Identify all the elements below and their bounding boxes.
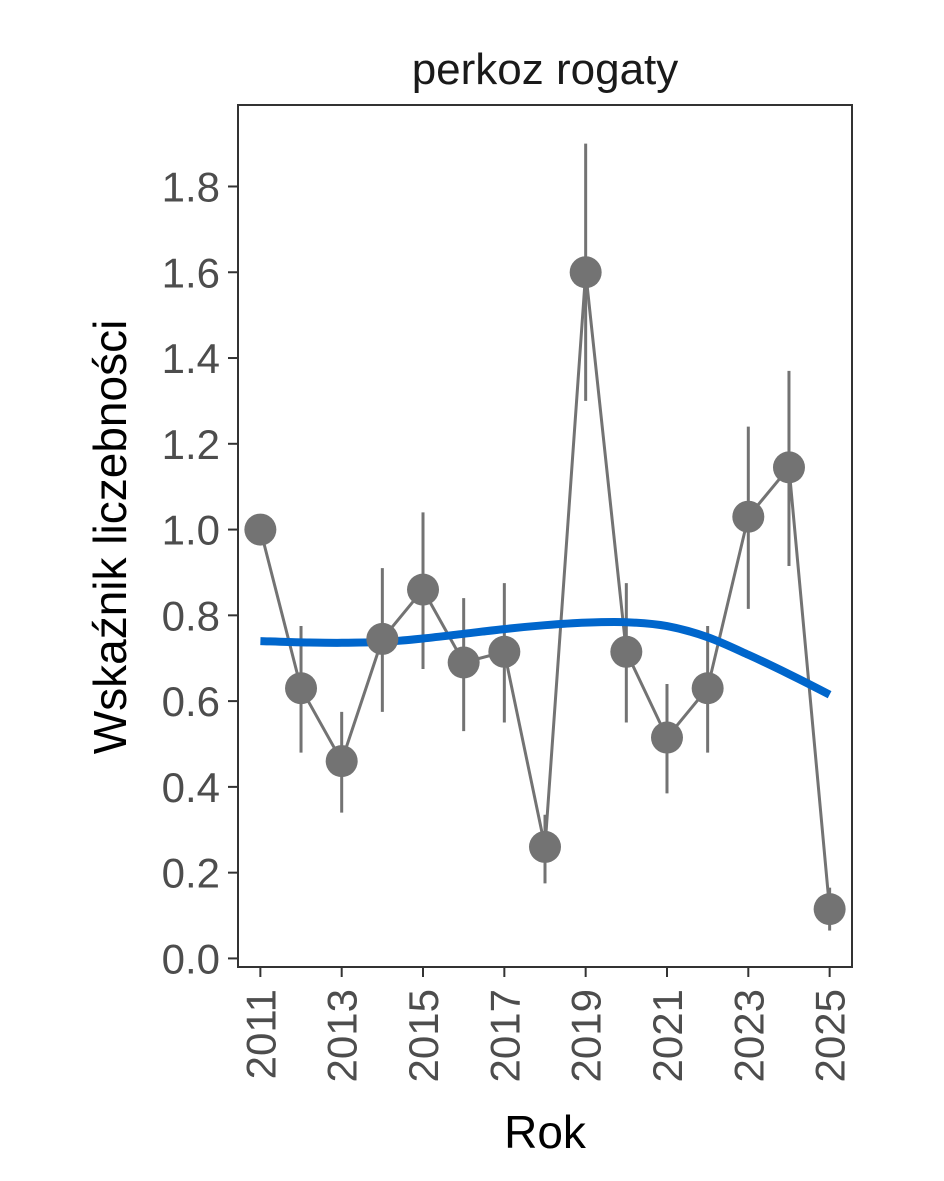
y-tick-label: 0.6: [162, 678, 220, 725]
data-point: [244, 513, 277, 546]
data-point: [407, 573, 440, 606]
x-tick-label: 2025: [807, 989, 854, 1082]
x-tick-label: 2013: [319, 989, 366, 1082]
y-tick-label: 0.0: [162, 935, 220, 982]
plot-layer: [244, 143, 846, 931]
y-tick-label: 0.8: [162, 592, 220, 639]
y-tick-label: 1.6: [162, 249, 220, 296]
x-axis: 2011 2013 2015 2017 2019 2021 2023 2025: [237, 967, 854, 1082]
x-tick-label: 2015: [400, 989, 447, 1082]
data-point: [447, 646, 480, 679]
data-point: [813, 893, 846, 926]
data-point: [691, 672, 724, 705]
y-tick-label: 1.8: [162, 163, 220, 210]
data-point: [285, 672, 318, 705]
data-point: [529, 830, 561, 863]
data-point: [569, 256, 602, 289]
y-tick-label: 1.0: [162, 507, 220, 554]
data-point: [325, 745, 358, 778]
data-point: [650, 721, 683, 754]
data-point: [366, 622, 399, 655]
x-tick-label: 2023: [725, 989, 772, 1082]
x-tick-label: 2019: [563, 989, 610, 1082]
trend-line: [260, 617, 832, 699]
x-tick-label: 2017: [481, 989, 528, 1082]
x-tick-label: 2011: [237, 989, 284, 1079]
data-point: [610, 635, 643, 668]
y-tick-label: 0.2: [162, 850, 220, 897]
chart-title: perkoz rogaty: [412, 45, 679, 94]
y-axis: 0.0 0.2 0.4 0.6 0.8 1.0 1.2 1.4 1.6 1.8: [162, 163, 238, 982]
y-tick-label: 1.4: [162, 335, 220, 382]
data-point: [772, 451, 805, 484]
x-axis-title: Rok: [504, 1106, 587, 1158]
data-point: [732, 500, 765, 533]
data-point: [488, 635, 521, 668]
y-tick-label: 1.2: [162, 421, 220, 468]
y-axis-title: Wskaźnik liczebności: [84, 320, 136, 755]
y-tick-label: 0.4: [162, 764, 220, 811]
x-tick-label: 2021: [644, 989, 691, 1082]
